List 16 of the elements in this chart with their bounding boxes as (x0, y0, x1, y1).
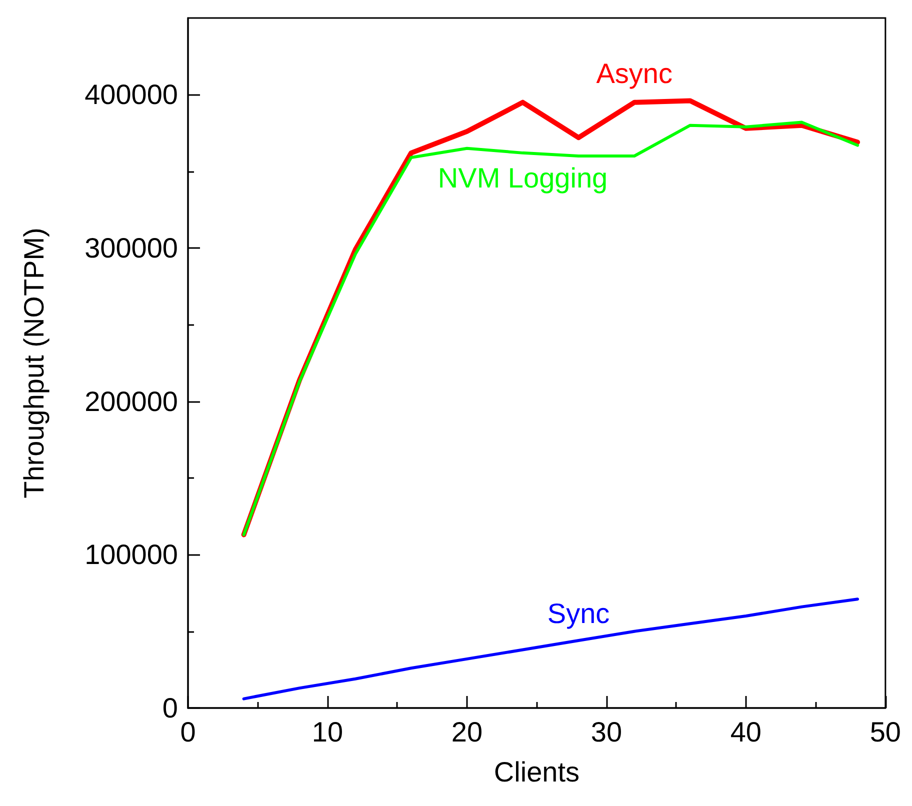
y-tick-label: 100000 (84, 539, 178, 570)
series-label: NVM Logging (438, 162, 608, 194)
y-tick-label: 400000 (84, 79, 178, 110)
y-tick-label: 0 (162, 692, 178, 724)
y-axis-title: Throughput (NOTPM) (18, 228, 50, 498)
x-tick-label: 30 (590, 716, 622, 748)
x-tick-label: 10 (312, 716, 344, 748)
series-label: Async (596, 58, 672, 89)
y-tick-label: 300000 (84, 232, 178, 264)
y-tick-label: 200000 (84, 386, 178, 417)
x-axis-title: Clients (494, 756, 580, 788)
x-tick-label: 50 (870, 716, 902, 748)
series-label: Sync (547, 598, 610, 630)
x-tick-label: 20 (451, 716, 483, 748)
x-tick-label: 40 (730, 716, 762, 748)
line-series (242, 598, 860, 700)
